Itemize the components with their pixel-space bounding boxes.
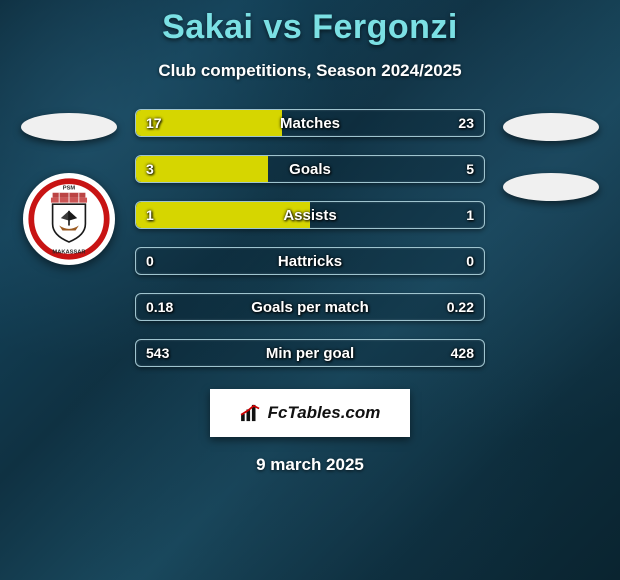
svg-text:MAKASSAR: MAKASSAR bbox=[52, 249, 86, 255]
stat-value-left: 543 bbox=[146, 340, 169, 366]
date-label: 9 march 2025 bbox=[0, 455, 620, 475]
stat-fill-left bbox=[136, 156, 268, 182]
content-wrapper: Sakai vs Fergonzi Club competitions, Sea… bbox=[0, 0, 620, 580]
stat-label: Hattricks bbox=[136, 248, 484, 274]
stat-row: 11Assists bbox=[135, 201, 485, 229]
stat-row: 0.18 0.22Goals per match bbox=[135, 293, 485, 321]
stat-fill-left bbox=[136, 110, 282, 136]
columns: PSM MAKASSAR 1723Matches 35Goals 11Assists… bbox=[0, 109, 620, 367]
left-side: PSM MAKASSAR bbox=[21, 109, 117, 265]
svg-text:PSM: PSM bbox=[63, 185, 76, 191]
stat-row: 35Goals bbox=[135, 155, 485, 183]
stat-value-right: 0 bbox=[466, 248, 474, 274]
stat-row: 1723Matches bbox=[135, 109, 485, 137]
branding-box: FcTables.com bbox=[210, 389, 410, 437]
psm-logo-icon: PSM MAKASSAR bbox=[28, 178, 110, 260]
stat-row: 543 428Min per goal bbox=[135, 339, 485, 367]
branding-label: FcTables.com bbox=[268, 403, 381, 423]
stat-bars: 1723Matches 35Goals 11Assists 0 0Hattricks 0.… bbox=[135, 109, 485, 367]
right-flag-oval-2 bbox=[503, 173, 599, 201]
stat-value-right: 23 bbox=[458, 110, 474, 136]
stat-value-right: 0.22 bbox=[447, 294, 474, 320]
stat-value-left: 0.18 bbox=[146, 294, 173, 320]
stat-label: Goals per match bbox=[136, 294, 484, 320]
right-side bbox=[503, 109, 599, 201]
subtitle: Club competitions, Season 2024/2025 bbox=[0, 61, 620, 81]
stat-value-right: 1 bbox=[466, 202, 474, 228]
left-club-logo: PSM MAKASSAR bbox=[23, 173, 115, 265]
right-flag-oval-1 bbox=[503, 113, 599, 141]
left-flag-oval bbox=[21, 113, 117, 141]
stat-fill-left bbox=[136, 202, 310, 228]
stat-label: Min per goal bbox=[136, 340, 484, 366]
stat-value-left: 0 bbox=[146, 248, 154, 274]
page-title: Sakai vs Fergonzi bbox=[0, 8, 620, 47]
fctables-bars-icon bbox=[240, 404, 262, 422]
stat-value-right: 428 bbox=[451, 340, 474, 366]
stat-value-right: 5 bbox=[466, 156, 474, 182]
stat-row: 0 0Hattricks bbox=[135, 247, 485, 275]
